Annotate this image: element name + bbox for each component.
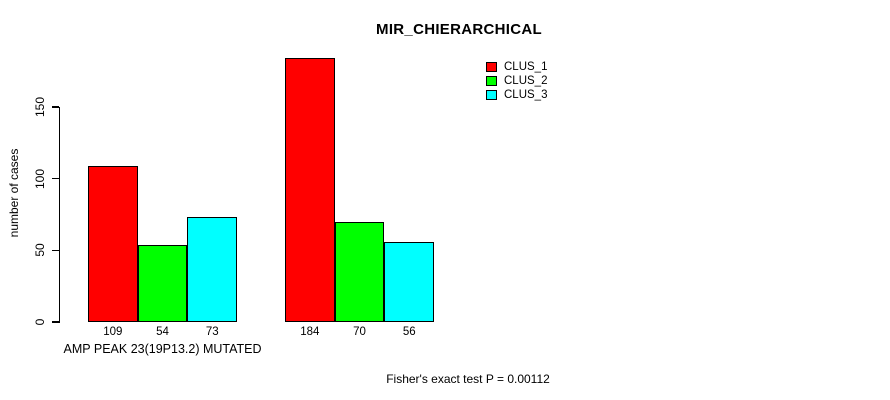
bar-clus_1-group2 xyxy=(285,58,335,322)
bar-clus_3-group2 xyxy=(384,241,435,322)
y-axis-tick-label: 50 xyxy=(33,243,47,258)
y-axis-tick xyxy=(52,106,59,108)
bar-clus_1-group1 xyxy=(88,165,138,322)
y-axis-tick xyxy=(52,321,59,323)
x-axis-group-label: AMP PEAK 23(19P13.2) MUTATED xyxy=(63,342,262,356)
y-axis-label: number of cases xyxy=(7,148,21,238)
legend-label: CLUS_1 xyxy=(504,61,548,73)
bar-value-label: 73 xyxy=(205,326,219,338)
legend-item: CLUS_2 xyxy=(486,75,547,87)
bar-clus_3-group1 xyxy=(187,217,238,322)
y-axis-tick-label: 150 xyxy=(33,96,47,118)
legend-label: CLUS_2 xyxy=(504,75,548,87)
y-axis-tick xyxy=(52,178,59,180)
bar-clus_2-group1 xyxy=(137,244,188,322)
bar-value-label: 109 xyxy=(103,326,123,338)
legend-swatch xyxy=(486,76,497,86)
bar-value-label: 184 xyxy=(300,326,320,338)
y-axis-tick xyxy=(52,249,59,251)
chart-title: MIR_CHIERARCHICAL xyxy=(376,21,542,38)
pvalue-annotation: Fisher's exact test P = 0.00112 xyxy=(386,372,550,386)
y-axis-tick-label: 100 xyxy=(33,168,47,189)
legend-label: CLUS_3 xyxy=(504,89,548,101)
y-axis-line xyxy=(59,107,61,323)
bar-value-label: 70 xyxy=(353,326,366,338)
y-axis-tick-label: 0 xyxy=(33,318,47,326)
legend-swatch xyxy=(486,90,497,100)
legend-item: CLUS_1 xyxy=(486,61,547,73)
bar-clus_2-group2 xyxy=(334,221,385,322)
legend: CLUS_1 CLUS_2 CLUS_3 xyxy=(486,61,547,103)
bar-value-label: 54 xyxy=(156,326,169,338)
legend-item: CLUS_3 xyxy=(486,89,547,101)
bar-value-label: 56 xyxy=(402,326,416,338)
legend-swatch xyxy=(486,62,497,72)
